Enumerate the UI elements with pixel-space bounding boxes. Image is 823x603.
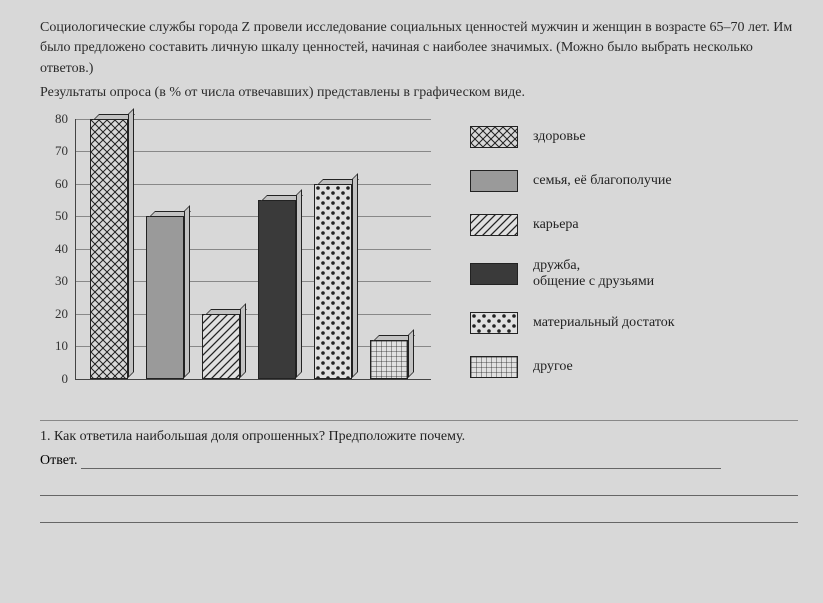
legend-label: дружба,общение с друзьями xyxy=(533,258,654,290)
legend-item-other: другое xyxy=(470,356,798,378)
y-tick-label: 30 xyxy=(40,273,68,289)
y-tick-label: 20 xyxy=(40,306,68,322)
plot-area xyxy=(75,119,431,380)
bar-chart: 0 10 20 30 40 50 60 70 80 xyxy=(40,111,440,391)
legend-label: карьера xyxy=(533,217,579,233)
answer-label: Ответ. xyxy=(40,453,78,468)
legend-item-money: материальный достаток xyxy=(470,312,798,334)
legend-label: семья, её благополучие xyxy=(533,173,672,189)
bar-other xyxy=(370,340,408,379)
legend-item-career: карьера xyxy=(470,214,798,236)
bar-career xyxy=(202,314,240,379)
y-tick-label: 0 xyxy=(40,371,68,387)
answer-blank-line xyxy=(40,473,798,496)
y-tick-label: 40 xyxy=(40,241,68,257)
legend-swatch-other xyxy=(470,356,518,378)
y-tick-label: 80 xyxy=(40,111,68,127)
chart-and-legend: 0 10 20 30 40 50 60 70 80 здоровье семья, её благ… xyxy=(40,111,798,400)
legend-swatch-friends xyxy=(470,263,518,285)
legend-swatch-career xyxy=(470,214,518,236)
bar-health xyxy=(90,119,128,379)
answer-blank-line xyxy=(40,500,798,523)
y-tick-label: 60 xyxy=(40,176,68,192)
y-tick-label: 50 xyxy=(40,208,68,224)
bar-money xyxy=(314,184,352,379)
legend: здоровье семья, её благополучие карьера дру… xyxy=(470,111,798,400)
legend-item-family: семья, её благополучие xyxy=(470,170,798,192)
y-tick-label: 10 xyxy=(40,338,68,354)
legend-swatch-money xyxy=(470,312,518,334)
legend-label: материальный достаток xyxy=(533,315,675,331)
intro-text: Социологические службы города Z провели … xyxy=(40,18,798,79)
legend-swatch-family xyxy=(470,170,518,192)
bar-friends xyxy=(258,200,296,379)
chart-container: 0 10 20 30 40 50 60 70 80 xyxy=(40,111,440,391)
legend-swatch-health xyxy=(470,126,518,148)
legend-label: другое xyxy=(533,359,573,375)
bar-family xyxy=(146,216,184,379)
answer-row: Ответ. xyxy=(40,453,798,469)
legend-label: здоровье xyxy=(533,129,586,145)
worksheet-page: Социологические службы города Z провели … xyxy=(0,0,823,533)
legend-item-friends: дружба,общение с друзьями xyxy=(470,258,798,290)
chart-caption: Результаты опроса (в % от числа отвечавш… xyxy=(40,85,798,101)
legend-item-health: здоровье xyxy=(470,126,798,148)
y-tick-label: 70 xyxy=(40,143,68,159)
question-text: 1. Как ответила наибольшая доля опрошенн… xyxy=(40,420,798,445)
